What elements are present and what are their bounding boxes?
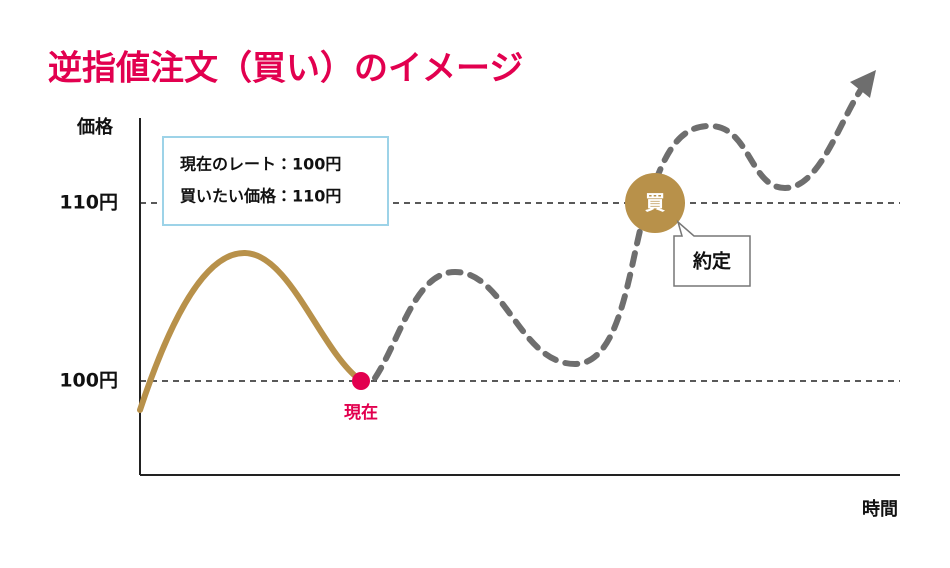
info-line: 現在のレート：100円	[180, 155, 341, 174]
level-label: 110円	[59, 192, 118, 214]
future-price-line	[372, 85, 865, 381]
buy-marker-label: 買	[645, 191, 665, 215]
y-axis-label: 価格	[76, 116, 114, 138]
past-price-line	[137, 249, 363, 413]
buy-marker	[625, 173, 685, 233]
callout-box	[673, 219, 751, 287]
info-line: 買いたい価格：110円	[180, 187, 341, 206]
title: 逆指値注文（買い）のイメージ	[48, 49, 523, 89]
current-point	[352, 372, 370, 390]
current-label: 現在	[344, 402, 378, 423]
level-label: 100円	[59, 370, 118, 392]
info-box	[162, 136, 389, 226]
x-axis-label: 時間	[862, 499, 898, 520]
arrow-head	[850, 70, 876, 98]
callout-label: 約定	[692, 250, 731, 273]
